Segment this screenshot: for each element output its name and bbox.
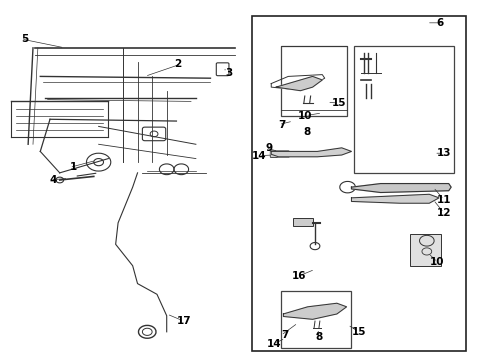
FancyBboxPatch shape xyxy=(282,331,303,340)
Text: 16: 16 xyxy=(292,271,306,281)
Text: 15: 15 xyxy=(351,327,365,337)
Polygon shape xyxy=(271,148,351,157)
FancyBboxPatch shape xyxy=(354,119,376,127)
Text: 17: 17 xyxy=(176,316,191,326)
Text: 8: 8 xyxy=(314,332,322,342)
FancyBboxPatch shape xyxy=(281,291,351,348)
Text: 5: 5 xyxy=(21,34,28,44)
FancyBboxPatch shape xyxy=(281,46,346,116)
Text: 14: 14 xyxy=(266,339,281,348)
Polygon shape xyxy=(351,194,438,203)
FancyBboxPatch shape xyxy=(318,100,335,106)
FancyBboxPatch shape xyxy=(270,151,288,157)
Text: 15: 15 xyxy=(331,98,346,108)
Text: 10: 10 xyxy=(298,111,312,121)
FancyBboxPatch shape xyxy=(409,234,441,266)
Polygon shape xyxy=(283,303,346,319)
FancyBboxPatch shape xyxy=(354,108,384,117)
Text: 7: 7 xyxy=(280,330,287,341)
Text: 7: 7 xyxy=(278,120,285,130)
FancyBboxPatch shape xyxy=(216,63,228,76)
FancyBboxPatch shape xyxy=(251,16,465,351)
FancyBboxPatch shape xyxy=(292,217,312,226)
FancyBboxPatch shape xyxy=(353,46,453,173)
FancyBboxPatch shape xyxy=(142,127,165,141)
Text: 1: 1 xyxy=(69,162,77,172)
Text: 9: 9 xyxy=(265,143,272,153)
Text: 6: 6 xyxy=(436,18,443,28)
Text: 12: 12 xyxy=(436,208,450,218)
Text: 8: 8 xyxy=(302,127,309,137)
Polygon shape xyxy=(351,184,450,193)
Text: 4: 4 xyxy=(50,175,57,185)
Text: 13: 13 xyxy=(436,148,450,158)
Text: 10: 10 xyxy=(429,257,444,267)
Polygon shape xyxy=(276,76,322,91)
Text: 14: 14 xyxy=(251,151,266,161)
FancyBboxPatch shape xyxy=(335,322,351,327)
Text: 11: 11 xyxy=(436,195,450,204)
Text: 3: 3 xyxy=(224,68,232,78)
Text: 2: 2 xyxy=(174,59,181,69)
